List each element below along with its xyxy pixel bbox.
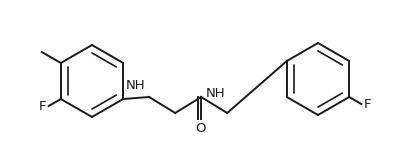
Text: F: F: [39, 100, 47, 112]
Text: NH: NH: [205, 87, 225, 100]
Text: F: F: [363, 98, 371, 111]
Text: NH: NH: [125, 79, 145, 92]
Text: O: O: [195, 122, 205, 135]
